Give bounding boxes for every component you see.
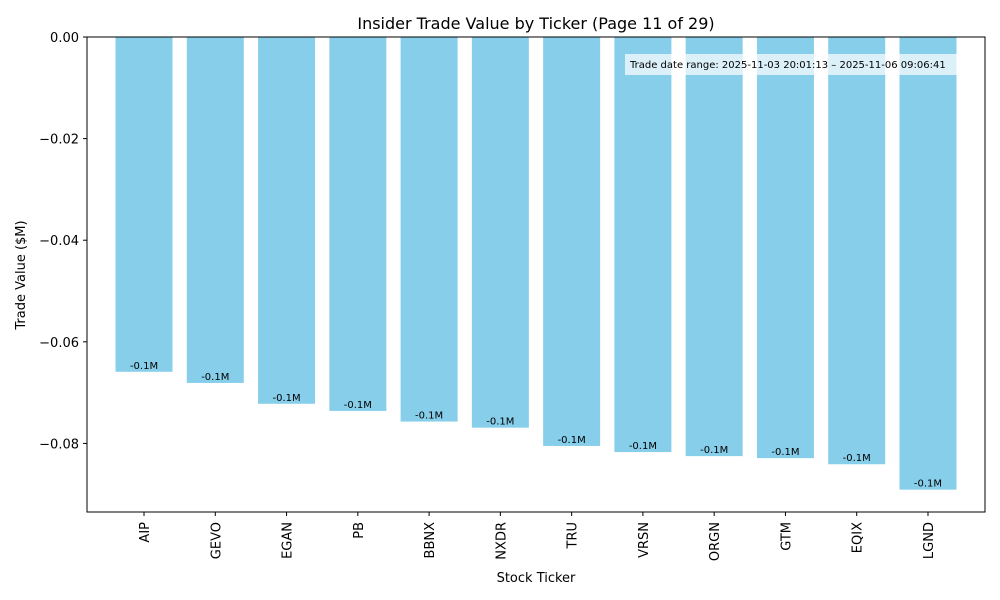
- bar-pb: [329, 37, 387, 411]
- x-tick-label-lgnd: LGND: [922, 522, 937, 559]
- bar-eqix: [828, 37, 886, 465]
- x-tick-label-aip: AIP: [138, 522, 153, 543]
- y-tick-label: 0.00: [50, 31, 79, 46]
- data-label-gtm: -0.1M: [771, 447, 799, 458]
- y-tick-label: −0.04: [39, 234, 79, 249]
- bar-nxdr: [471, 37, 529, 428]
- axes-frame: [86, 36, 986, 513]
- x-tick-label-orgn: ORGN: [708, 522, 723, 561]
- y-tick-label: −0.08: [39, 437, 79, 452]
- bar-orgn: [685, 37, 743, 457]
- data-label-tru: -0.1M: [558, 435, 586, 446]
- data-label-nxdr: -0.1M: [486, 417, 514, 428]
- x-tick-label-tru: TRU: [566, 522, 581, 550]
- annotation-text: Trade date range: 2025-11-03 20:01:13 – …: [629, 60, 946, 71]
- bar-aip: [115, 37, 173, 372]
- data-label-orgn: -0.1M: [700, 445, 728, 456]
- data-label-gevo: -0.1M: [201, 372, 229, 383]
- chart-title: Insider Trade Value by Ticker (Page 11 o…: [357, 14, 714, 33]
- bar-lgnd: [899, 37, 957, 490]
- data-label-bbnx: -0.1M: [415, 411, 443, 422]
- x-tick-label-egan: EGAN: [281, 522, 296, 559]
- bar-gevo: [186, 37, 244, 383]
- x-tick-label-gevo: GEVO: [209, 522, 224, 559]
- y-axis-label: Trade Value ($M): [14, 220, 29, 330]
- x-tick-label-nxdr: NXDR: [494, 522, 509, 560]
- data-label-lgnd: -0.1M: [914, 479, 942, 490]
- plot-area: -0.1M -0.1M -0.1M -0.1M -0.1M -0.1M -0.1M -0.1M…: [39, 31, 986, 561]
- annotation-box: [625, 54, 984, 75]
- bar-bbnx: [400, 37, 458, 422]
- x-tick-label-pb: PB: [352, 522, 367, 539]
- x-tick-label-gtm: GTM: [779, 522, 794, 551]
- x-axis-label: Stock Ticker: [497, 571, 576, 586]
- data-label-eqix: -0.1M: [843, 453, 871, 464]
- date-range-annotation: Trade date range: 2025-11-03 20:01:13 – …: [625, 54, 984, 75]
- data-label-pb: -0.1M: [344, 400, 372, 411]
- data-label-egan: -0.1M: [272, 393, 300, 404]
- x-tick-label-bbnx: BBNX: [423, 522, 438, 559]
- y-tick-label: −0.06: [39, 336, 79, 351]
- data-label-aip: -0.1M: [130, 361, 158, 372]
- data-label-vrsn: -0.1M: [629, 441, 657, 452]
- x-tick-label-vrsn: VRSN: [637, 522, 652, 558]
- bar-tru: [543, 37, 601, 446]
- y-tick-label: −0.02: [39, 133, 79, 148]
- bar-egan: [258, 37, 316, 404]
- x-tick-label-eqix: EQIX: [851, 522, 866, 553]
- bar-vrsn: [614, 37, 672, 453]
- bar-gtm: [756, 37, 814, 459]
